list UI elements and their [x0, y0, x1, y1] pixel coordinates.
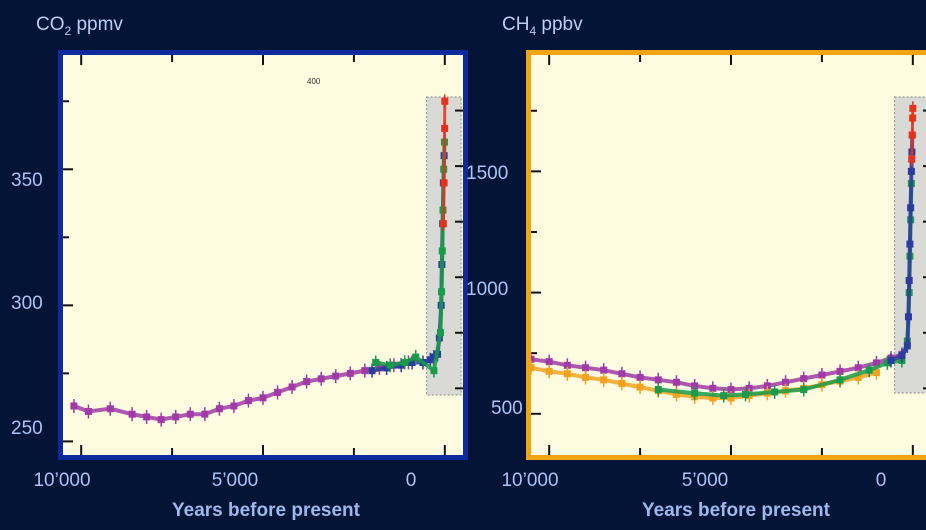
co2-chart-plot	[63, 55, 463, 455]
ch4-panel-title: CH4 ppbv	[502, 14, 583, 38]
co2-ytick-300: 300	[11, 293, 43, 314]
ch4-ytick-500: 500	[491, 398, 523, 419]
ch4-ytick-1000: 1000	[466, 279, 509, 300]
ch4-chart-plot	[531, 55, 926, 455]
ch4-ytick-1500: 1500	[466, 163, 509, 184]
co2-chart-frame: 400	[58, 50, 468, 460]
co2-series-3-line	[441, 99, 447, 226]
ch4-xtick-0: 0	[875, 470, 887, 491]
co2-stray-label: 400	[307, 77, 321, 86]
co2-ytick-350: 350	[11, 170, 43, 191]
ch4-series-1-point-0	[531, 364, 535, 372]
ch4-series-0-line	[531, 352, 904, 392]
co2-xtick-0: 0	[405, 470, 417, 491]
co2-ytick-250: 250	[11, 418, 43, 439]
co2-panel-title: CO2 ppmv	[36, 14, 123, 38]
ch4-x-axis-label: Years before present	[642, 500, 830, 521]
ch4-xtick-5000: 5’000	[681, 470, 729, 491]
co2-xtick-5000: 5’000	[211, 470, 259, 491]
ch4-xtick-10000: 10’000	[501, 470, 559, 491]
co2-xtick-10000: 10’000	[33, 470, 91, 491]
ch4-series-0-point-0	[531, 355, 535, 363]
ch4-chart-frame	[526, 50, 926, 460]
co2-x-axis-label: Years before present	[172, 500, 360, 521]
co2-series-0-line	[71, 360, 411, 422]
